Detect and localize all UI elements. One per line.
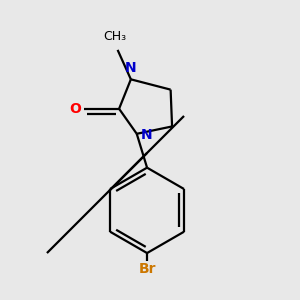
Text: N: N [141,128,153,142]
Text: O: O [69,102,81,116]
Text: CH₃: CH₃ [103,29,126,43]
Text: N: N [125,61,137,75]
Text: Br: Br [138,262,156,276]
